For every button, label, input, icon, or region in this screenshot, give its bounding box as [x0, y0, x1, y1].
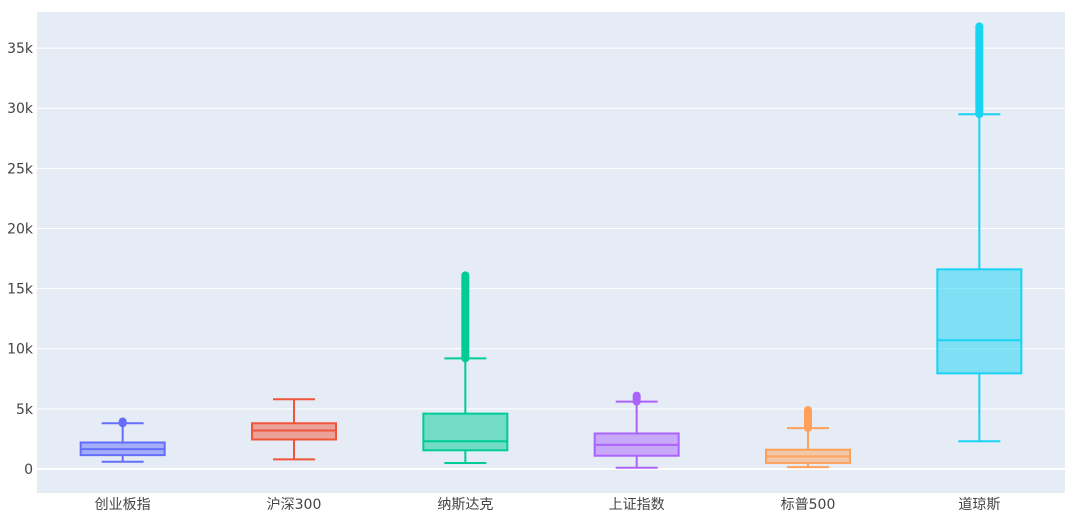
box-trace	[936, 22, 1023, 443]
x-axis-tick-labels: 创业板指 沪深300 纳斯达克 上证指数 标普500 道琼斯	[95, 497, 1001, 513]
box-trace	[422, 271, 509, 464]
y-tick-label: 35k	[7, 41, 34, 57]
box-iqr	[422, 412, 509, 452]
box-trace	[593, 391, 680, 469]
x-tick-label: 标普500	[781, 497, 836, 513]
x-tick-label: 道琼斯	[958, 497, 1000, 513]
box-traces	[79, 22, 1023, 469]
y-tick-label: 5k	[16, 402, 34, 418]
x-tick-label: 沪深300	[267, 497, 322, 513]
box-trace	[251, 398, 337, 461]
box-trace	[765, 406, 851, 469]
gridlines	[37, 47, 1065, 470]
y-tick-label: 30k	[7, 101, 34, 117]
x-tick-label: 创业板指	[95, 497, 151, 513]
y-tick-label: 0	[24, 462, 33, 478]
y-axis-tick-labels: 0 5k 10k 15k 20k 25k 30k 35k	[7, 41, 34, 478]
y-tick-label: 25k	[7, 161, 34, 177]
y-tick-label: 10k	[7, 342, 34, 358]
box-iqr	[936, 268, 1023, 375]
x-tick-label: 纳斯达克	[437, 497, 493, 513]
plot-background	[37, 12, 1065, 493]
y-tick-label: 15k	[7, 282, 34, 298]
y-tick-label: 20k	[7, 221, 34, 237]
x-tick-label: 上证指数	[609, 497, 665, 513]
box-trace	[79, 417, 166, 463]
